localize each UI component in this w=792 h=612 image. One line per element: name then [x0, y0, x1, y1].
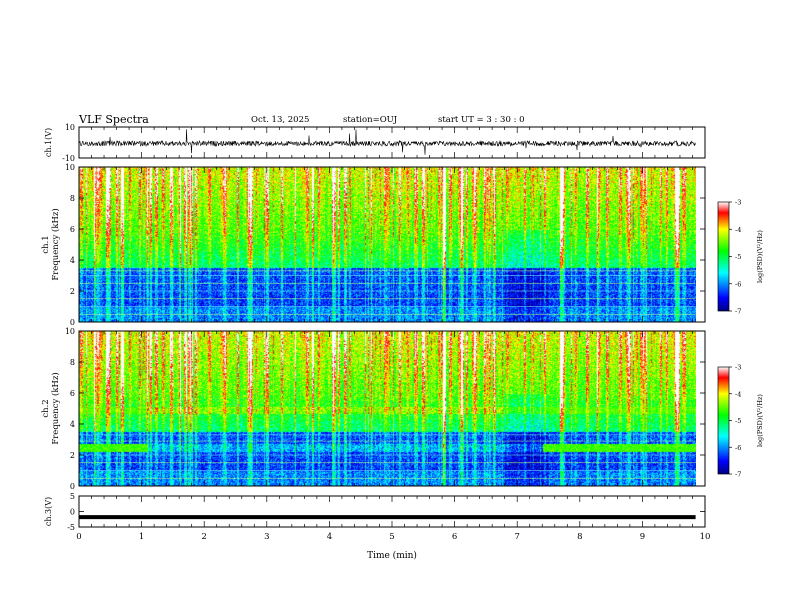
ch3-wave-tick-label: -5: [67, 523, 75, 532]
ch1-spec-tick-label: 0: [70, 318, 75, 327]
ch2-spectrogram: [79, 331, 696, 486]
ch1-waveform-ylabel: ch.1(V): [44, 128, 53, 157]
ch1-spectrogram: [79, 167, 696, 322]
ch3-waveform-ylabel: ch.3(V): [44, 497, 53, 526]
ch3-wave-tick-label: 5: [70, 492, 75, 501]
ch1-colorbar-tick-label: -3: [735, 199, 741, 207]
ch1-spec-tick-label: 2: [70, 287, 75, 296]
ch2-colorbar-tick-label: -4: [735, 390, 741, 398]
x-tick-label: 0: [76, 532, 81, 542]
x-tick-label: 4: [327, 532, 332, 542]
ch1-spec-tick-label: 8: [70, 194, 75, 203]
x-tick-label: 6: [452, 532, 457, 542]
ch1-spec-tick-label: 6: [70, 225, 75, 234]
x-tick-label: 3: [264, 532, 269, 542]
station-label: station=OUJ: [343, 115, 398, 125]
ch2-spec-tick-label: 6: [70, 389, 75, 398]
ch1-frequency-ylabel: Frequency (kHz): [50, 208, 61, 280]
ch1-colorbar-tick-label: -5: [735, 253, 741, 261]
ch2-spec-tick-label: 2: [70, 451, 75, 460]
ch2-spec-tick-label: 10: [65, 327, 75, 336]
ch1-channel-label: ch.1: [41, 235, 51, 253]
x-tick-label: 1: [139, 532, 144, 542]
ch2-colorbar-tick-label: -5: [735, 417, 741, 425]
ch2-colorbar-tick-label: -7: [735, 471, 741, 479]
x-axis-label: Time (min): [367, 550, 417, 561]
ch2-spec-tick-label: 0: [70, 482, 75, 491]
x-tick-label: 2: [201, 532, 206, 542]
ch1-colorbar-label: log(PSD)(V²/Hz): [756, 230, 764, 283]
ch2-channel-label: ch.2: [41, 399, 51, 417]
chart-title: VLF Spectra: [79, 113, 149, 126]
ch2-colorbar-label: log(PSD)(V²/Hz): [756, 394, 764, 447]
ch1-waveform-line: [78, 129, 696, 155]
ch1-colorbar-tick-label: -6: [735, 280, 741, 288]
ch1-wave-tick-label: 10: [65, 123, 75, 132]
ch1-spec-tick-label: 10: [65, 163, 75, 172]
x-tick-label: 8: [577, 532, 582, 542]
ch1-colorbar: [717, 201, 730, 312]
x-tick-label: 7: [514, 532, 519, 542]
ch2-colorbar: [717, 366, 730, 475]
ch2-colorbar-tick-label: -6: [735, 444, 741, 452]
x-tick-label: 5: [389, 532, 394, 542]
ch1-wave-tick-label: -10: [62, 154, 75, 163]
start-time-label: start UT = 3 : 30 : 0: [438, 115, 525, 125]
x-tick-label: 10: [700, 532, 711, 542]
ch1-spec-tick-label: 4: [70, 256, 75, 265]
ch2-spec-tick-label: 4: [70, 420, 75, 429]
ch2-frequency-ylabel: Frequency (kHz): [50, 372, 61, 444]
date-label: Oct. 13, 2025: [251, 115, 310, 125]
ch2-spec-tick-label: 8: [70, 358, 75, 367]
ch1-colorbar-tick-label: -7: [735, 308, 741, 316]
ch1-colorbar-tick-label: -4: [735, 226, 741, 234]
ch2-colorbar-tick-label: -3: [735, 364, 741, 372]
x-tick-label: 9: [640, 532, 645, 542]
ch3-wave-tick-label: 0: [70, 508, 75, 517]
